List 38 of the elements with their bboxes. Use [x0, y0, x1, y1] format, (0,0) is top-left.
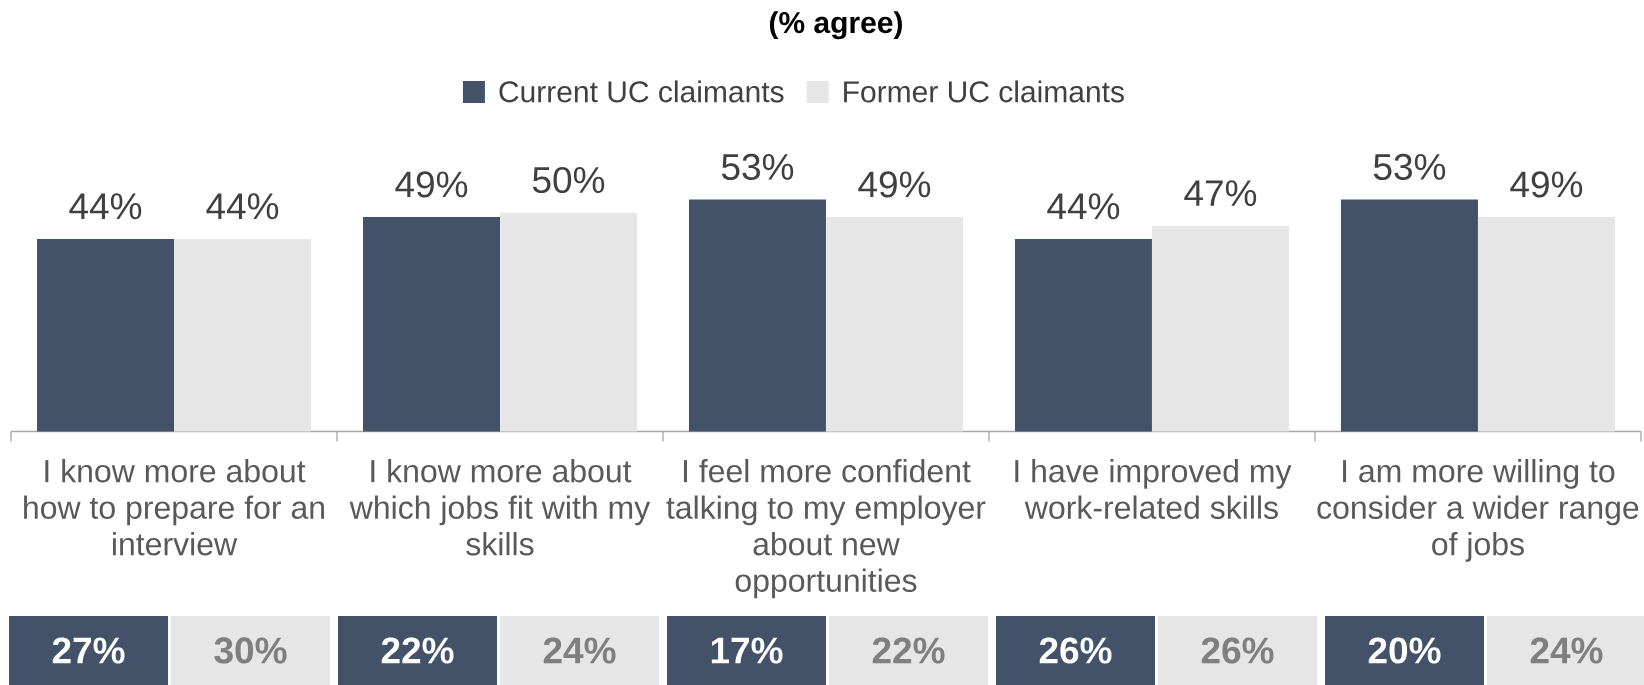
- bar: [825, 217, 963, 432]
- data-label: 49%: [858, 171, 931, 198]
- data-label: 44%: [1047, 193, 1120, 220]
- data-label: 24%: [1530, 637, 1603, 664]
- x-tick-label: I feel more confident talking to my employer about new opportunities: [666, 458, 986, 599]
- legend-label: Former UC claimants: [844, 80, 1124, 103]
- bar: [1477, 217, 1615, 432]
- bar: [37, 238, 175, 432]
- chart-title: (% agree): [769, 11, 902, 40]
- legend-label: Current UC claimants: [499, 80, 784, 103]
- data-label: 50%: [532, 166, 605, 194]
- data-label: 49%: [395, 171, 468, 198]
- bar: [1340, 199, 1478, 432]
- data-label: 27%: [52, 637, 125, 664]
- data-label: 53%: [721, 153, 794, 180]
- data-label: 20%: [1368, 637, 1441, 664]
- data-label: 26%: [1039, 637, 1112, 664]
- data-label: 44%: [69, 193, 142, 220]
- data-label: 47%: [1184, 180, 1257, 207]
- bar: [500, 212, 637, 432]
- data-label: 44%: [206, 193, 279, 220]
- data-label: 26%: [1201, 637, 1274, 664]
- bar: [688, 199, 826, 432]
- bar: [174, 238, 312, 432]
- data-label: 22%: [872, 637, 945, 664]
- x-tick-label: I have improved my work-related skills: [1015, 458, 1292, 519]
- data-label: 22%: [381, 637, 454, 664]
- x-tick-label: I know more about how to prepare for an interview: [24, 458, 324, 556]
- data-label: 24%: [543, 637, 616, 664]
- x-tick-label: I know more about which jobs fit with my skills: [349, 458, 651, 556]
- bar: [362, 217, 500, 432]
- bar: [1151, 225, 1289, 432]
- x-tick-label: I am more willing to consider a wider range of jobs: [1317, 458, 1639, 562]
- bar: [1014, 238, 1152, 432]
- data-label: 49%: [1510, 171, 1583, 198]
- data-label: 17%: [711, 637, 783, 664]
- data-label: 30%: [214, 637, 287, 664]
- data-label: 53%: [1373, 153, 1446, 180]
